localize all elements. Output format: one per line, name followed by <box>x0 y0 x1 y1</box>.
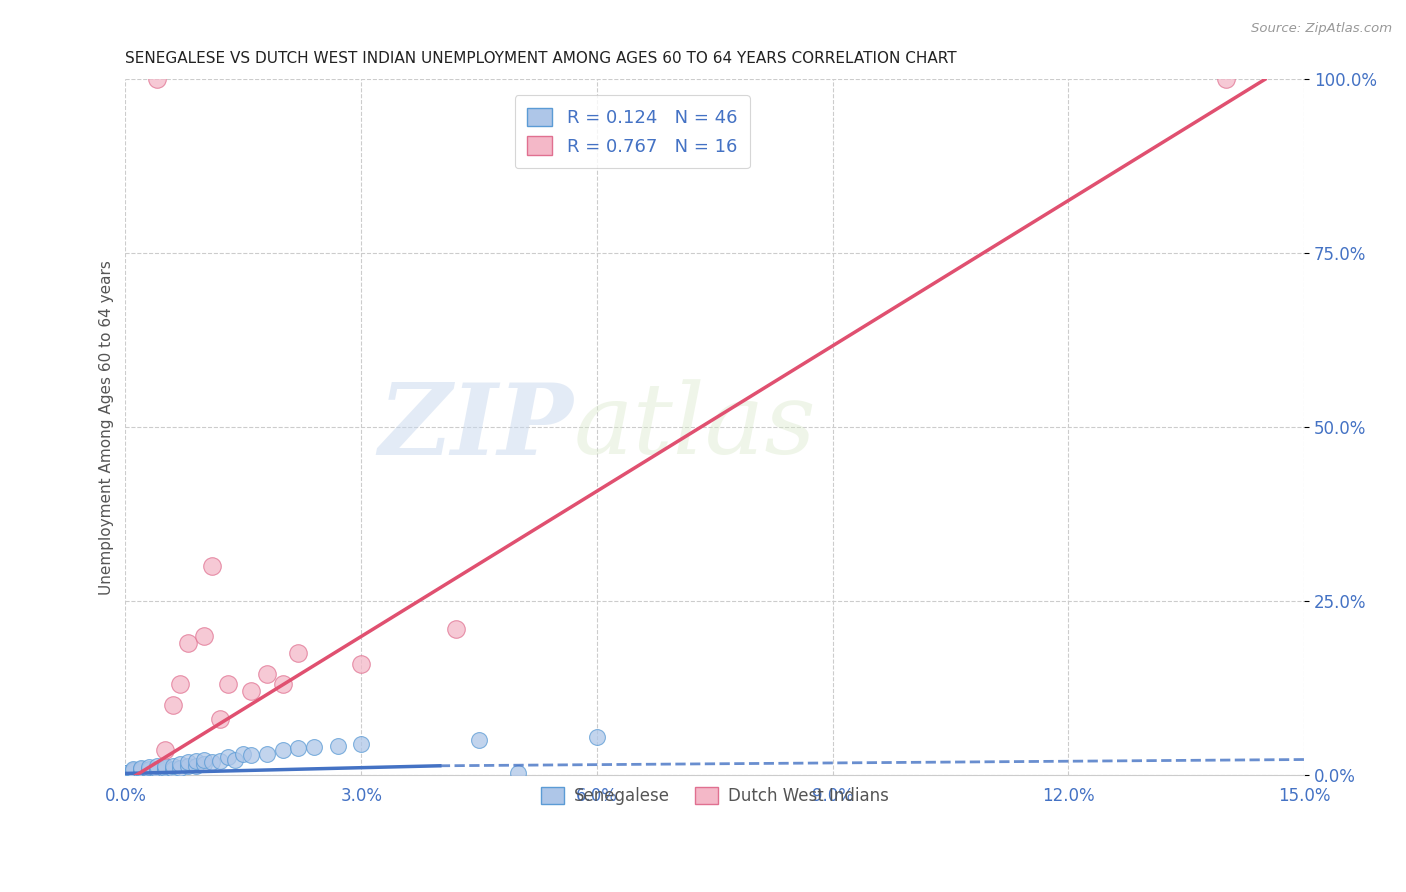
Point <box>302 739 325 754</box>
Point <box>208 754 231 768</box>
Text: Source: ZipAtlas.com: Source: ZipAtlas.com <box>1251 22 1392 36</box>
Point <box>162 698 184 713</box>
Point <box>146 762 169 776</box>
Point <box>271 743 294 757</box>
Point <box>153 761 176 775</box>
Point <box>193 752 215 766</box>
Point <box>169 761 191 775</box>
Point <box>146 759 169 773</box>
Point <box>146 764 169 778</box>
Point <box>129 761 152 775</box>
Point <box>350 657 373 671</box>
Point <box>169 677 191 691</box>
Point <box>468 733 491 747</box>
Point <box>138 762 160 776</box>
Point <box>153 763 176 777</box>
Text: atlas: atlas <box>574 379 815 475</box>
Point <box>271 677 294 691</box>
Point <box>138 760 160 774</box>
Point <box>114 765 136 780</box>
Point <box>201 559 224 574</box>
Point <box>240 748 263 763</box>
Point <box>186 758 208 772</box>
Point <box>224 752 246 766</box>
Point <box>177 756 200 770</box>
Point <box>186 754 208 768</box>
Point <box>138 764 160 779</box>
Point <box>129 764 152 778</box>
Point <box>508 765 530 780</box>
Point <box>146 72 169 87</box>
Point <box>326 739 349 753</box>
Point <box>122 762 145 776</box>
Point <box>256 667 278 681</box>
Point <box>138 763 160 777</box>
Point <box>1215 72 1237 87</box>
Point <box>193 629 215 643</box>
Point <box>177 759 200 773</box>
Point <box>208 712 231 726</box>
Point <box>122 764 145 779</box>
Point <box>162 762 184 776</box>
Point <box>177 635 200 649</box>
Point <box>169 757 191 772</box>
Point <box>162 759 184 773</box>
Point <box>122 763 145 777</box>
Point <box>256 747 278 761</box>
Point <box>193 757 215 772</box>
Point <box>240 684 263 698</box>
Point <box>114 766 136 780</box>
Point <box>287 741 309 756</box>
Point <box>217 677 239 691</box>
Point <box>444 622 467 636</box>
Legend: Senegalese, Dutch West Indians: Senegalese, Dutch West Indians <box>530 777 898 815</box>
Point <box>122 765 145 780</box>
Point <box>153 743 176 757</box>
Point <box>287 646 309 660</box>
Point <box>129 762 152 776</box>
Point <box>201 756 224 770</box>
Point <box>129 765 152 780</box>
Point <box>217 750 239 764</box>
Y-axis label: Unemployment Among Ages 60 to 64 years: Unemployment Among Ages 60 to 64 years <box>100 260 114 595</box>
Point <box>114 768 136 782</box>
Point <box>586 730 609 744</box>
Point <box>232 747 254 761</box>
Point <box>153 758 176 772</box>
Text: SENEGALESE VS DUTCH WEST INDIAN UNEMPLOYMENT AMONG AGES 60 TO 64 YEARS CORRELATI: SENEGALESE VS DUTCH WEST INDIAN UNEMPLOY… <box>125 51 957 66</box>
Point <box>350 737 373 751</box>
Text: ZIP: ZIP <box>378 379 574 475</box>
